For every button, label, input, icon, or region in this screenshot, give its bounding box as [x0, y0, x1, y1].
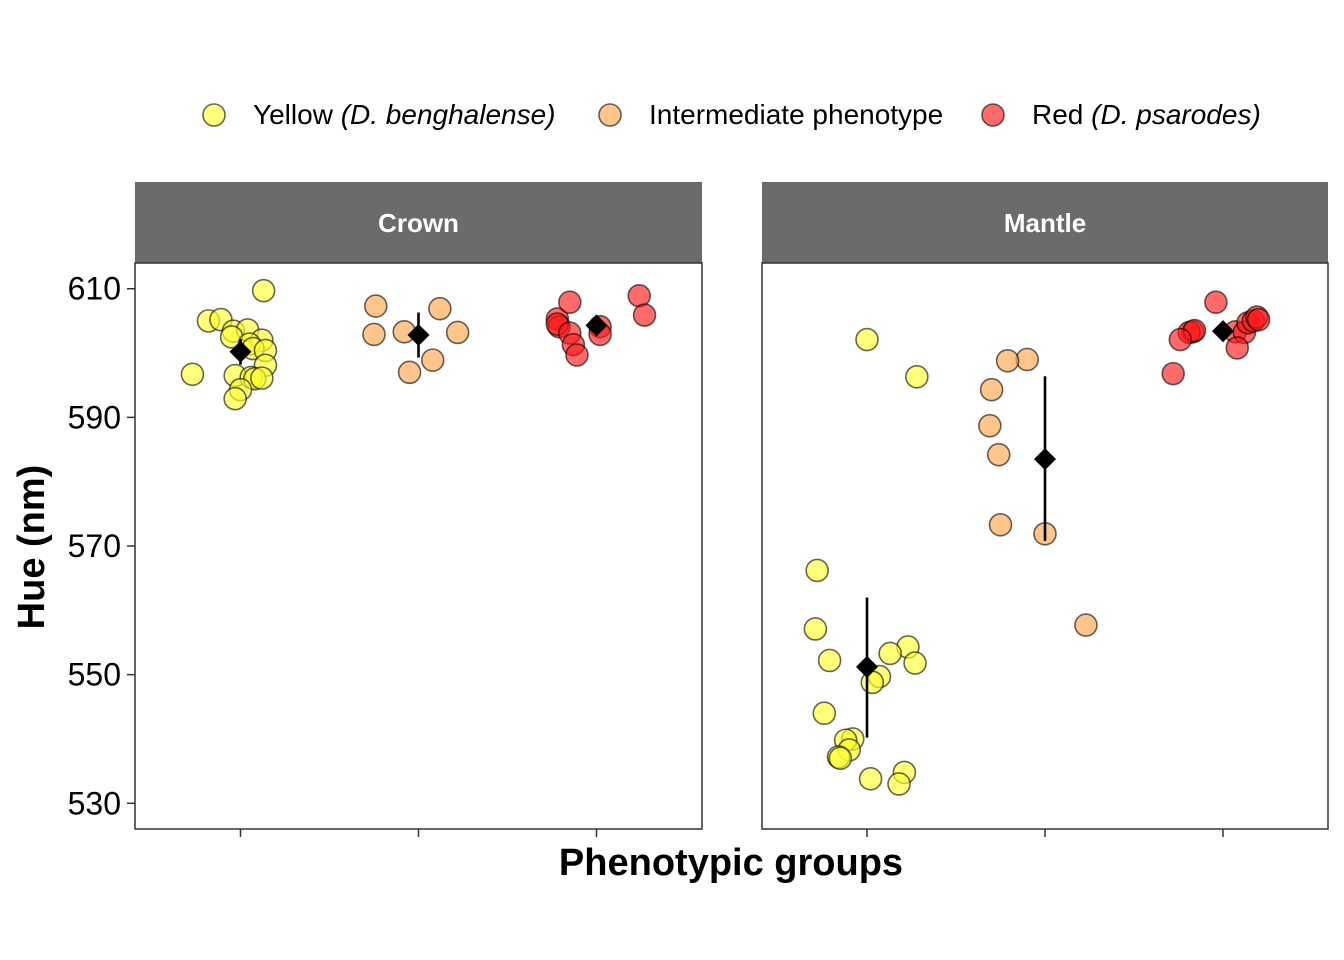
data-point-intermediate — [445, 320, 470, 345]
data-point-intermediate — [428, 296, 452, 321]
data-point-intermediate — [362, 322, 386, 347]
data-point-yellow — [887, 772, 911, 796]
x-axis-title: Phenotypic groups — [559, 842, 903, 884]
data-point-yellow — [251, 278, 276, 303]
data-point-yellow — [180, 362, 205, 387]
legend-label-red: Red (D. psarodes) — [1032, 99, 1261, 130]
data-point-yellow — [828, 746, 853, 771]
mean-marker-yellow — [229, 340, 252, 363]
legend: Yellow (D. benghalense) Intermediate phen… — [202, 99, 1261, 130]
y-tick-label: 550 — [68, 657, 121, 693]
data-point-yellow — [858, 767, 883, 791]
data-point-intermediate — [986, 442, 1011, 467]
data-point-red — [557, 290, 582, 315]
y-tick-label: 590 — [68, 399, 121, 435]
legend-key-red — [981, 103, 1005, 127]
y-tick-label: 530 — [68, 785, 121, 821]
data-point-red — [1204, 290, 1228, 315]
data-point-red — [1246, 307, 1271, 332]
legend-label-text: Yellow — [253, 99, 341, 130]
legend-key-yellow — [202, 103, 226, 127]
data-point-yellow — [805, 558, 829, 583]
data-point-intermediate — [1074, 613, 1098, 637]
legend-label-italic: (D. psarodes) — [1091, 99, 1261, 130]
data-point-intermediate — [978, 413, 1002, 438]
data-point-intermediate — [397, 360, 422, 385]
data-point-yellow — [855, 327, 879, 352]
data-point-red — [1168, 327, 1193, 352]
mean-marker-red — [585, 314, 608, 337]
data-point-yellow — [223, 386, 247, 411]
data-point-red — [1225, 336, 1250, 360]
data-point-yellow — [250, 366, 274, 390]
data-point-yellow — [812, 701, 837, 726]
legend-label-yellow: Yellow (D. benghalense) — [253, 99, 556, 130]
data-point-red — [565, 343, 589, 367]
legend-label-italic: (D. benghalense) — [341, 99, 556, 130]
data-point-intermediate — [995, 348, 1020, 373]
data-point-red — [627, 284, 652, 308]
facet-strip-label: Mantle — [1004, 208, 1086, 238]
y-axis-title: Hue (nm) — [11, 465, 53, 630]
y-axis: 530 550 570 590 610 — [68, 271, 135, 821]
mean-marker-intermediate — [1034, 448, 1056, 471]
facet-strip-label: Crown — [378, 208, 459, 238]
y-tick-label: 570 — [68, 528, 121, 564]
data-point-red — [632, 303, 657, 327]
mean-marker-intermediate — [407, 324, 430, 347]
legend-label-intermediate: Intermediate phenotype — [649, 99, 943, 130]
data-point-yellow — [817, 648, 842, 673]
panel-mantle: Mantle — [761, 182, 1329, 837]
facet-strip — [762, 182, 1328, 263]
mean-marker-red — [1212, 320, 1234, 343]
data-point-yellow — [878, 641, 902, 666]
legend-label-text: Red — [1032, 99, 1091, 130]
panels: Crown Mantle — [134, 182, 1329, 837]
data-point-intermediate — [363, 294, 388, 318]
data-point-intermediate — [1015, 347, 1039, 372]
y-tick-label: 610 — [68, 271, 121, 307]
data-point-intermediate — [979, 377, 1004, 402]
facet-strip — [135, 182, 702, 263]
data-point-yellow — [803, 617, 828, 641]
data-point-red — [1161, 361, 1185, 386]
legend-label-text: Intermediate phenotype — [649, 99, 943, 130]
panel-crown: Crown — [134, 182, 703, 837]
data-point-yellow — [903, 651, 927, 675]
data-point-yellow — [905, 365, 929, 389]
data-point-intermediate — [988, 512, 1013, 537]
legend-key-intermediate — [598, 103, 622, 127]
mean-marker-yellow — [856, 655, 878, 678]
data-point-intermediate — [420, 348, 445, 372]
